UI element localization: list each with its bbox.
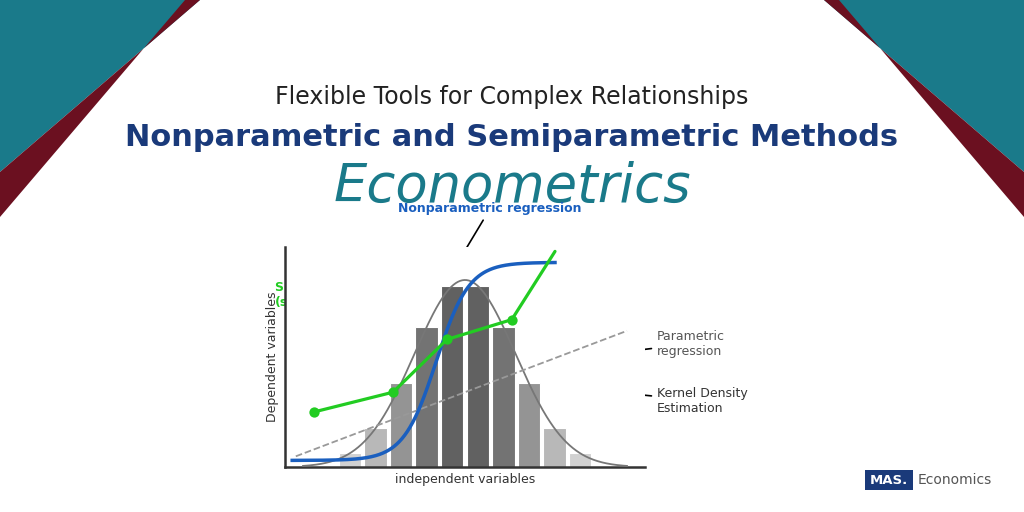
Bar — [467, 286, 489, 467]
Bar — [390, 383, 412, 467]
Point — [385, 388, 401, 396]
Text: Economics: Economics — [918, 473, 992, 487]
Text: Econometrics: Econometrics — [333, 161, 691, 213]
Bar — [518, 383, 541, 467]
Bar — [544, 429, 566, 467]
Text: Parametric
regression: Parametric regression — [549, 330, 725, 362]
Bar — [339, 453, 360, 467]
X-axis label: independent variables: independent variables — [395, 473, 536, 485]
Text: Spline regression
(semiparametric): Spline regression (semiparametric) — [275, 282, 408, 342]
Bar — [493, 327, 515, 467]
Bar — [865, 470, 913, 490]
Point — [439, 335, 456, 344]
Bar — [416, 327, 437, 467]
Polygon shape — [824, 0, 1024, 172]
Bar — [365, 429, 387, 467]
Point — [305, 408, 322, 416]
Text: MAS.: MAS. — [869, 474, 908, 486]
Polygon shape — [0, 0, 200, 217]
Polygon shape — [0, 0, 200, 172]
Bar — [441, 286, 463, 467]
Text: Nonparametric and Semiparametric Methods: Nonparametric and Semiparametric Methods — [125, 122, 899, 152]
Polygon shape — [824, 0, 1024, 217]
Point — [504, 315, 520, 324]
Text: Nonparametric regression: Nonparametric regression — [398, 202, 582, 259]
Bar — [569, 453, 592, 467]
Text: Kernel Density
Estimation: Kernel Density Estimation — [487, 377, 748, 415]
Y-axis label: Dependent variables: Dependent variables — [266, 292, 280, 422]
Text: Flexible Tools for Complex Relationships: Flexible Tools for Complex Relationships — [275, 85, 749, 109]
